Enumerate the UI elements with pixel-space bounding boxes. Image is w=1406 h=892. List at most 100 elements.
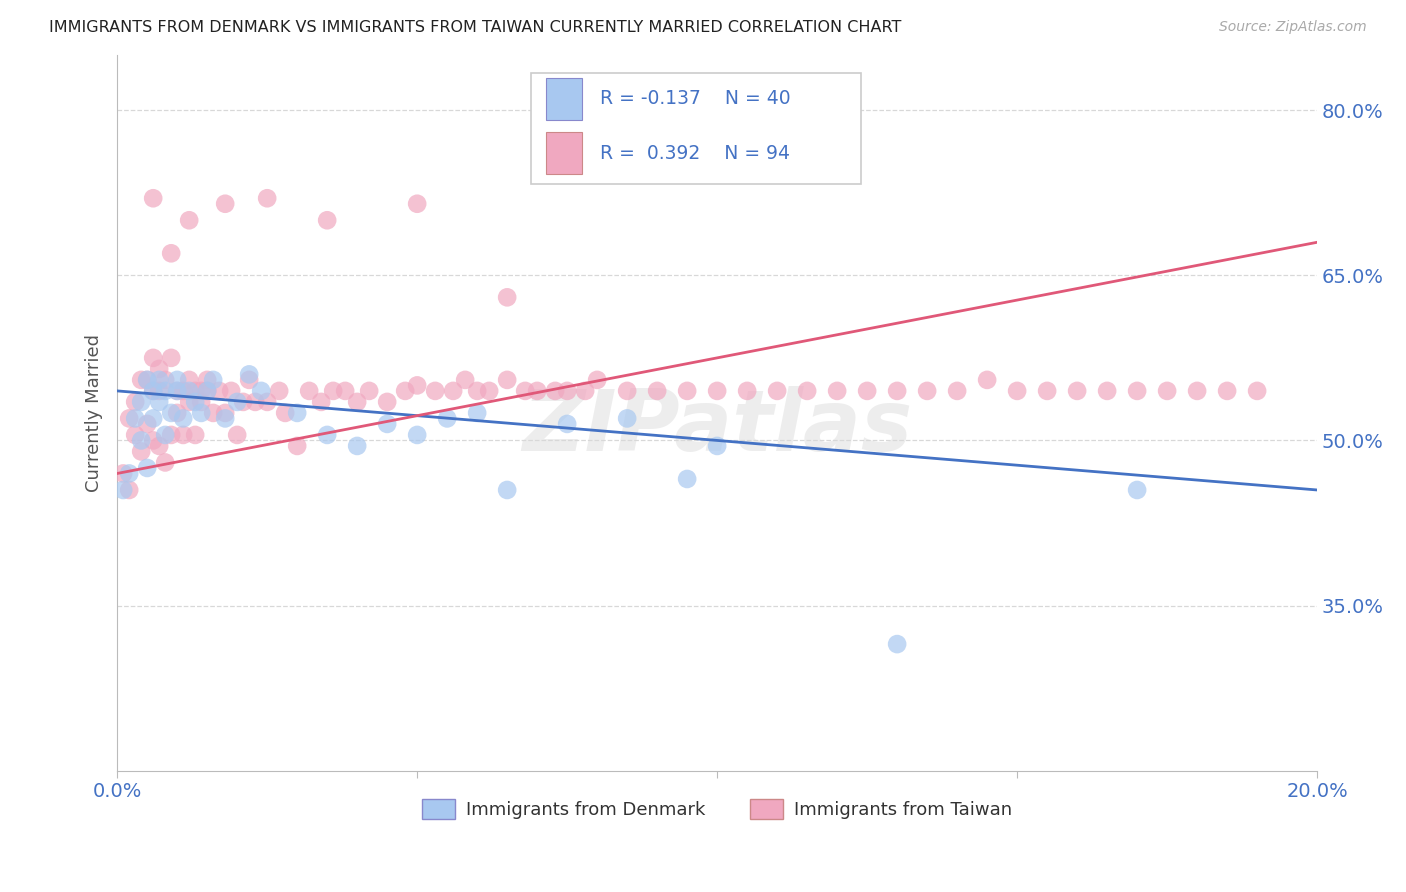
Point bbox=[645, 384, 668, 398]
Point bbox=[243, 395, 266, 409]
Point bbox=[118, 411, 141, 425]
Point bbox=[406, 428, 429, 442]
Point bbox=[129, 434, 152, 448]
Point bbox=[160, 351, 183, 365]
Point bbox=[256, 395, 278, 409]
Point bbox=[496, 483, 519, 497]
Point bbox=[1095, 384, 1118, 398]
Point bbox=[316, 213, 339, 227]
Point bbox=[166, 373, 188, 387]
Point bbox=[202, 373, 225, 387]
Point bbox=[1156, 384, 1178, 398]
Point bbox=[136, 373, 159, 387]
Point bbox=[346, 439, 368, 453]
Point bbox=[148, 439, 170, 453]
Y-axis label: Currently Married: Currently Married bbox=[86, 334, 103, 491]
Point bbox=[142, 384, 165, 398]
Point bbox=[142, 384, 165, 398]
Point bbox=[375, 395, 398, 409]
Point bbox=[238, 373, 260, 387]
Point bbox=[124, 411, 146, 425]
Point bbox=[555, 417, 578, 431]
Point bbox=[886, 384, 908, 398]
Point bbox=[129, 373, 152, 387]
Text: Source: ZipAtlas.com: Source: ZipAtlas.com bbox=[1219, 20, 1367, 34]
Point bbox=[735, 384, 758, 398]
Point bbox=[238, 368, 260, 382]
Point bbox=[136, 373, 159, 387]
Legend: Immigrants from Denmark, Immigrants from Taiwan: Immigrants from Denmark, Immigrants from… bbox=[415, 792, 1019, 826]
Point bbox=[616, 411, 638, 425]
Point bbox=[184, 395, 207, 409]
Point bbox=[544, 384, 567, 398]
Point bbox=[425, 384, 447, 398]
Point bbox=[160, 406, 183, 420]
Point bbox=[465, 406, 488, 420]
Bar bbox=[546, 78, 582, 120]
Point bbox=[496, 373, 519, 387]
Point bbox=[825, 384, 848, 398]
Point bbox=[142, 434, 165, 448]
Point bbox=[285, 439, 308, 453]
Point bbox=[112, 467, 135, 481]
Point bbox=[190, 384, 212, 398]
Point bbox=[1185, 384, 1208, 398]
Point bbox=[1005, 384, 1028, 398]
Text: R = -0.137    N = 40: R = -0.137 N = 40 bbox=[599, 89, 790, 108]
Point bbox=[496, 290, 519, 304]
Point bbox=[124, 428, 146, 442]
Point bbox=[184, 428, 207, 442]
Point bbox=[574, 384, 596, 398]
Point bbox=[195, 384, 218, 398]
Point bbox=[179, 373, 201, 387]
Point bbox=[886, 637, 908, 651]
Point bbox=[335, 384, 357, 398]
Point bbox=[946, 384, 969, 398]
Point bbox=[441, 384, 464, 398]
Point bbox=[856, 384, 879, 398]
Point bbox=[256, 191, 278, 205]
Point bbox=[166, 384, 188, 398]
Point bbox=[202, 406, 225, 420]
Point bbox=[195, 373, 218, 387]
Point bbox=[148, 373, 170, 387]
Point bbox=[232, 395, 254, 409]
Point bbox=[214, 411, 236, 425]
FancyBboxPatch shape bbox=[531, 73, 860, 184]
Point bbox=[172, 384, 194, 398]
Point bbox=[394, 384, 416, 398]
Point bbox=[153, 428, 176, 442]
Point bbox=[219, 384, 242, 398]
Text: R =  0.392    N = 94: R = 0.392 N = 94 bbox=[599, 144, 790, 162]
Point bbox=[1216, 384, 1239, 398]
Point bbox=[129, 395, 152, 409]
Point bbox=[269, 384, 291, 398]
Point bbox=[274, 406, 297, 420]
Point bbox=[226, 395, 249, 409]
Point bbox=[226, 428, 249, 442]
Point bbox=[160, 428, 183, 442]
Point bbox=[129, 444, 152, 458]
Point bbox=[478, 384, 501, 398]
Point bbox=[118, 483, 141, 497]
Point bbox=[616, 384, 638, 398]
Point bbox=[184, 384, 207, 398]
Point bbox=[195, 384, 218, 398]
Point bbox=[515, 384, 537, 398]
Point bbox=[136, 461, 159, 475]
Point bbox=[153, 455, 176, 469]
Point bbox=[406, 378, 429, 392]
Point bbox=[153, 384, 176, 398]
Point bbox=[465, 384, 488, 398]
Point bbox=[118, 467, 141, 481]
Bar bbox=[546, 132, 582, 174]
Point bbox=[179, 384, 201, 398]
Point bbox=[112, 483, 135, 497]
Point bbox=[179, 213, 201, 227]
Point bbox=[298, 384, 321, 398]
Point bbox=[124, 395, 146, 409]
Point bbox=[250, 384, 273, 398]
Point bbox=[1126, 483, 1149, 497]
Point bbox=[148, 384, 170, 398]
Point bbox=[160, 246, 183, 260]
